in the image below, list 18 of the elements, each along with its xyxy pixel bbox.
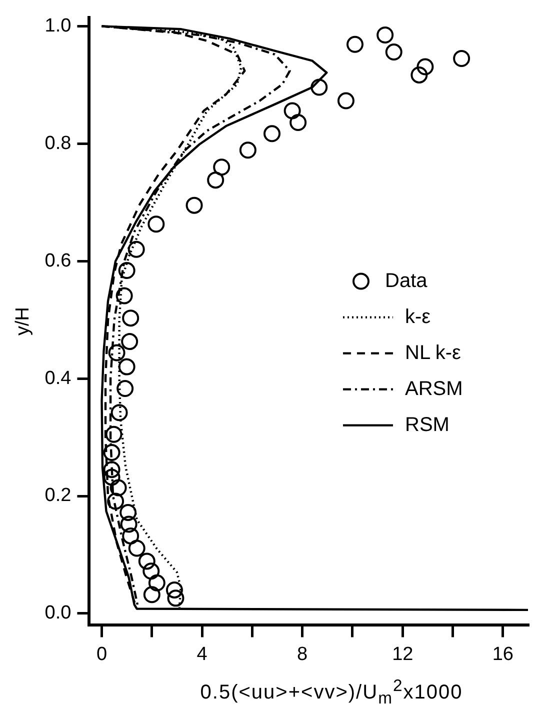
y-tick-label: 0.6 [44,250,72,272]
legend-label: Data [385,270,428,292]
y-tick-label: 1.0 [44,15,72,36]
y-axis-title: y/H [12,307,34,336]
x-tick-label: 8 [297,644,308,665]
x-tick-label: 0 [96,644,108,665]
x-tick-label: 16 [492,644,514,665]
y-tick-label: 0.2 [44,485,72,506]
legend-label: k-ε [405,306,431,328]
x-axis-title: 0.5(<uu>+<vv>)/U$_{m}$$^{2}$x1000 [199,676,464,709]
y-tick-label: 0.8 [44,132,72,154]
legend-label: NL k-ε [405,342,462,364]
x-tick-label: 4 [196,644,208,665]
y-tick-label: 0.4 [44,368,72,389]
legend-label: RSM [405,414,450,436]
legend-label: ARSM [405,378,463,400]
y-tick-label: 0.0 [44,602,72,624]
x-tick-label: 12 [392,644,414,665]
